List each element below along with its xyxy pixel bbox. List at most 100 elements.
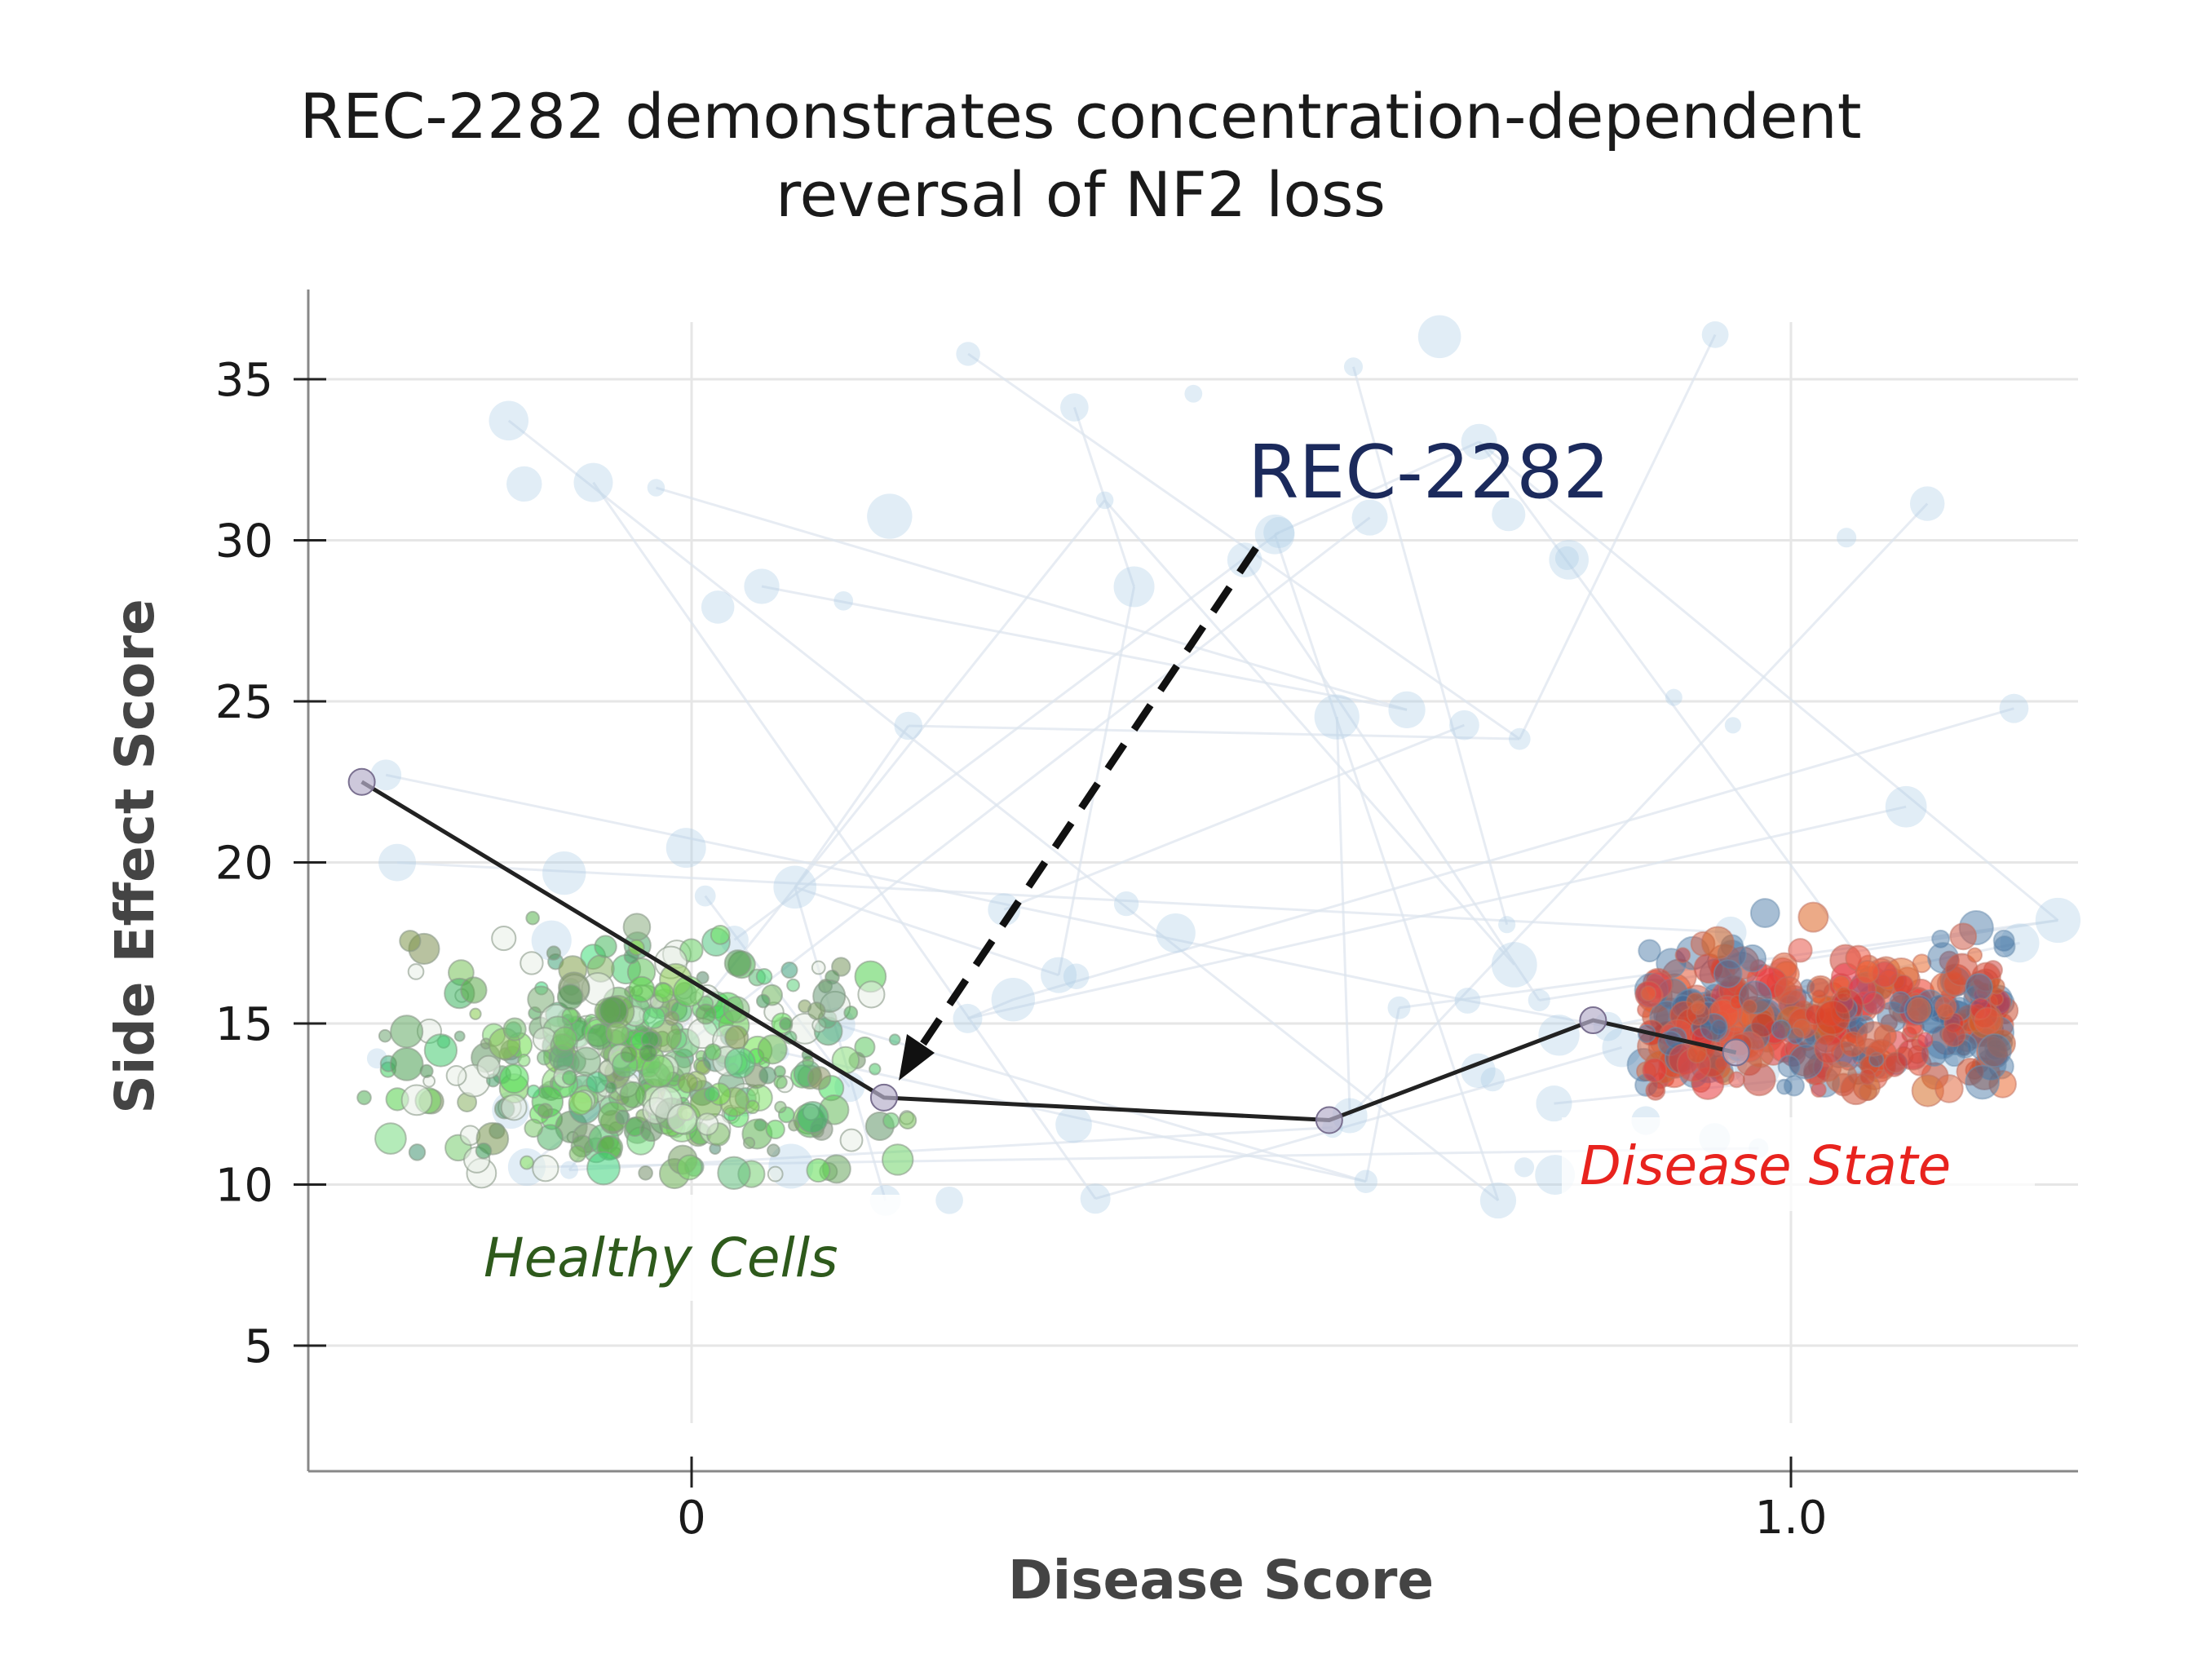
library-point — [1263, 516, 1295, 549]
library-point — [1080, 1183, 1111, 1214]
rec-2282-point — [1722, 1038, 1750, 1067]
library-point — [1388, 691, 1426, 728]
library-point — [694, 885, 716, 907]
healthy-cell-point — [703, 1085, 720, 1103]
disease-state-point — [1934, 1074, 1964, 1103]
disease-state-point — [1788, 938, 1813, 963]
library-connector-line — [1243, 559, 1541, 1001]
library-point — [489, 400, 529, 441]
library-point — [531, 920, 572, 961]
healthy-cell-point — [453, 1030, 466, 1042]
disease-state-point — [1966, 947, 1983, 963]
healthy-cell-point — [653, 982, 674, 1004]
library-point — [867, 493, 913, 539]
library-connector-line — [733, 531, 1280, 941]
library-point — [1999, 693, 2029, 723]
library-connector-line — [1103, 499, 1515, 966]
healthy-cell-point — [378, 1028, 392, 1043]
chart-title-line-1: REC-2282 demonstrates concentration-depe… — [299, 80, 1862, 153]
healthy-cell-point — [620, 1046, 638, 1063]
library-point — [1885, 785, 1927, 828]
library-connector-line — [592, 481, 1097, 1200]
library-connector-line — [794, 725, 910, 888]
healthy-cell-point — [622, 913, 652, 941]
healthy-cell-point — [524, 1118, 543, 1138]
library-points — [366, 315, 2081, 1219]
library-point — [665, 828, 706, 869]
disease-state-point — [1977, 1033, 2012, 1068]
disease-state-label: Disease State — [1580, 1134, 1951, 1197]
library-point — [1701, 321, 1729, 348]
disease-state-point — [1906, 997, 1932, 1023]
healthy-cell-point — [526, 1084, 541, 1099]
disease-state-point — [1783, 1075, 1805, 1097]
library-connector-line — [761, 585, 1408, 711]
library-point — [1508, 727, 1531, 750]
healthy-cell-point — [356, 1090, 372, 1106]
healthy-cell-point — [664, 1010, 680, 1027]
x-tick-label: 1.0 — [1754, 1492, 1827, 1545]
healthy-cell-point — [724, 1025, 749, 1050]
library-point — [833, 590, 854, 611]
healthy-cell-point — [638, 1165, 653, 1181]
library-point — [1480, 1067, 1505, 1092]
library-connector-line — [385, 773, 1468, 1002]
library-point — [1387, 996, 1411, 1019]
healthy-cell-point — [755, 967, 773, 985]
healthy-cell-point — [704, 1043, 722, 1061]
library-point — [1184, 384, 1203, 403]
healthy-cell-point — [869, 1063, 882, 1076]
y-tick-label: 25 — [215, 676, 273, 729]
y-tick-label: 20 — [215, 838, 273, 891]
disease-state-point — [1642, 1057, 1668, 1083]
library-point — [559, 1161, 578, 1179]
healthy-cell-point — [491, 926, 517, 952]
healthy-cell-point — [639, 1043, 658, 1063]
rec-2282-point — [347, 767, 376, 796]
library-connector-line — [794, 886, 887, 1201]
library-connector-line — [794, 886, 1059, 977]
library-connector-line — [1057, 586, 1136, 975]
y-tick-label: 35 — [215, 354, 273, 407]
rec-2282-point — [1315, 1106, 1343, 1134]
y-axis-title: Side Effect Score — [104, 599, 166, 1113]
x-ticks: 0 1.0 — [677, 1457, 1828, 1545]
chart-title-line-2: reversal of NF2 loss — [775, 158, 1386, 231]
disease-state-point — [1855, 1021, 1892, 1057]
healthy-cell-point — [882, 1143, 914, 1176]
disease-state-point — [1773, 975, 1803, 1006]
healthy-cell-point — [502, 1017, 527, 1041]
chart-title: REC-2282 demonstrates concentration-depe… — [0, 77, 2161, 234]
rec-2282-point — [869, 1083, 898, 1112]
disease-state-point — [1742, 1063, 1776, 1097]
library-point — [378, 843, 416, 882]
disease-state-point — [1741, 999, 1758, 1015]
library-point — [1837, 528, 1857, 548]
disease-state-point — [1749, 898, 1780, 928]
healthy-cell-point — [628, 975, 656, 1003]
healthy-cell-point — [572, 1046, 602, 1077]
library-point — [773, 865, 817, 909]
healthy-cell-point — [469, 1007, 482, 1020]
disease-state-point — [1809, 977, 1831, 999]
healthy-cell-point — [615, 1109, 630, 1125]
healthy-cell-point — [843, 1005, 859, 1020]
healthy-cell-point — [537, 1124, 564, 1151]
library-connector-line — [1349, 502, 1929, 1117]
healthy-cell-point — [641, 1054, 675, 1089]
library-point — [1113, 566, 1155, 608]
library-point — [1314, 694, 1360, 740]
library-point — [1528, 988, 1550, 1012]
library-connector-line — [967, 805, 1907, 1020]
library-point — [1491, 942, 1537, 988]
healthy-cell-point — [758, 1066, 777, 1085]
disease-state-point — [1965, 973, 1993, 1001]
healthy-cell-point — [642, 1006, 666, 1029]
healthy-cell-point — [568, 1144, 587, 1163]
disease-state-point — [1815, 1000, 1850, 1036]
healthy-cell-point — [586, 1151, 621, 1186]
library-connector-line — [1478, 440, 2059, 922]
disease-state-points — [1626, 898, 2019, 1107]
healthy-cell-point — [767, 1165, 784, 1183]
